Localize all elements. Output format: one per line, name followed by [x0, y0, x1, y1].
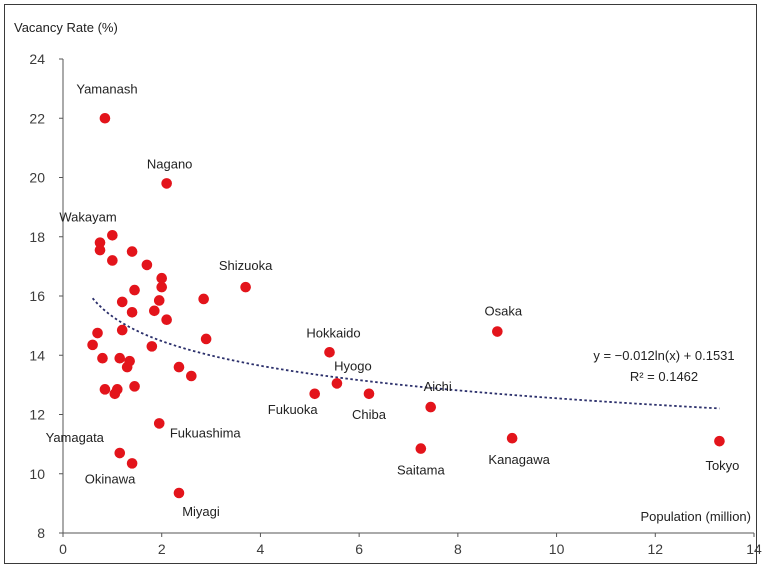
y-tick-label: 14 — [29, 347, 45, 363]
data-point — [126, 306, 138, 318]
data-point — [156, 281, 168, 293]
y-tick-label: 12 — [29, 407, 45, 423]
data-point — [129, 381, 140, 392]
x-axis-title: Population (million) — [640, 509, 751, 524]
data-points — [87, 112, 725, 499]
data-point — [109, 388, 121, 400]
point-label: Wakayam — [59, 210, 116, 225]
data-point — [506, 432, 518, 444]
data-point — [129, 284, 140, 296]
data-point — [425, 401, 437, 413]
data-point — [714, 435, 725, 447]
x-tick-label: 6 — [355, 541, 363, 557]
data-point — [149, 305, 160, 317]
data-point — [200, 333, 212, 345]
data-point — [324, 346, 335, 358]
data-point — [99, 384, 111, 395]
point-label: Fukuashima — [170, 425, 242, 440]
data-point — [161, 314, 172, 326]
data-point — [309, 388, 321, 400]
point-label: Aichi — [424, 379, 452, 394]
point-label: Shizuoka — [219, 258, 273, 273]
data-point — [492, 326, 503, 337]
y-tick-label: 18 — [29, 229, 45, 245]
data-point — [153, 295, 165, 306]
data-point — [161, 178, 172, 189]
data-point — [173, 487, 185, 499]
data-point — [99, 112, 111, 124]
data-point — [415, 443, 427, 454]
data-point — [173, 361, 185, 373]
data-point — [141, 259, 153, 271]
point-label: Okinawa — [85, 471, 136, 486]
trendline-equation: y = −0.012ln(x) + 0.1531 — [593, 348, 734, 363]
point-label: Chiba — [352, 407, 387, 422]
data-point — [198, 293, 209, 305]
point-label: Hokkaido — [306, 325, 360, 340]
point-label: Miyagi — [182, 504, 220, 519]
data-point — [107, 229, 118, 241]
y-tick-label: 16 — [29, 288, 45, 304]
point-label: Kanagawa — [488, 452, 550, 467]
y-axis-title: Vacancy Rate (%) — [14, 20, 118, 35]
data-point — [126, 246, 138, 257]
data-point — [87, 339, 98, 351]
data-point — [92, 327, 103, 339]
data-point — [240, 281, 251, 293]
data-point — [363, 388, 375, 400]
data-point — [126, 458, 138, 469]
point-label: Yamagata — [46, 430, 105, 445]
data-point — [114, 352, 126, 364]
y-tick-label: 24 — [29, 51, 45, 67]
point-label: Hyogo — [334, 358, 372, 373]
chart-frame — [4, 4, 757, 564]
y-tick-label: 22 — [29, 110, 45, 126]
y-tick-label: 8 — [37, 525, 45, 541]
data-point — [331, 378, 343, 389]
data-point — [94, 237, 106, 248]
x-tick-label: 14 — [746, 541, 762, 557]
x-tick-label: 2 — [158, 541, 166, 557]
data-point — [94, 244, 106, 256]
point-label: Nagano — [147, 156, 193, 171]
point-label: Yamanash — [76, 81, 137, 96]
point-labels: Yamanash Nagano Wakayam Shizuoka Hokkaido Osa… — [46, 81, 740, 519]
data-point — [121, 361, 133, 373]
data-point — [116, 296, 128, 308]
point-label: Osaka — [485, 304, 523, 319]
x-tick-label: 4 — [257, 541, 265, 557]
data-point — [116, 324, 128, 336]
data-point — [97, 352, 108, 364]
data-point — [156, 272, 168, 284]
point-label: Saitama — [397, 463, 445, 478]
point-label: Tokyo — [705, 458, 739, 473]
x-tick-label: 0 — [59, 541, 67, 557]
x-tick-label: 10 — [549, 541, 565, 557]
x-tick-label: 8 — [454, 541, 462, 557]
point-label: Fukuoka — [268, 402, 319, 417]
x-ticks: 0 2 4 6 8 10 12 14 — [59, 533, 762, 557]
data-point — [186, 370, 197, 382]
y-tick-label: 10 — [29, 466, 45, 482]
data-point — [114, 447, 126, 459]
x-tick-label: 12 — [647, 541, 663, 557]
data-point — [153, 418, 165, 429]
data-point — [107, 255, 118, 266]
trendline — [91, 297, 720, 410]
data-point — [146, 341, 158, 352]
y-tick-label: 20 — [29, 170, 45, 186]
y-ticks: 8 10 12 14 16 18 20 22 24 — [29, 51, 63, 541]
trendline-r2: R² = 0.1462 — [630, 369, 698, 384]
